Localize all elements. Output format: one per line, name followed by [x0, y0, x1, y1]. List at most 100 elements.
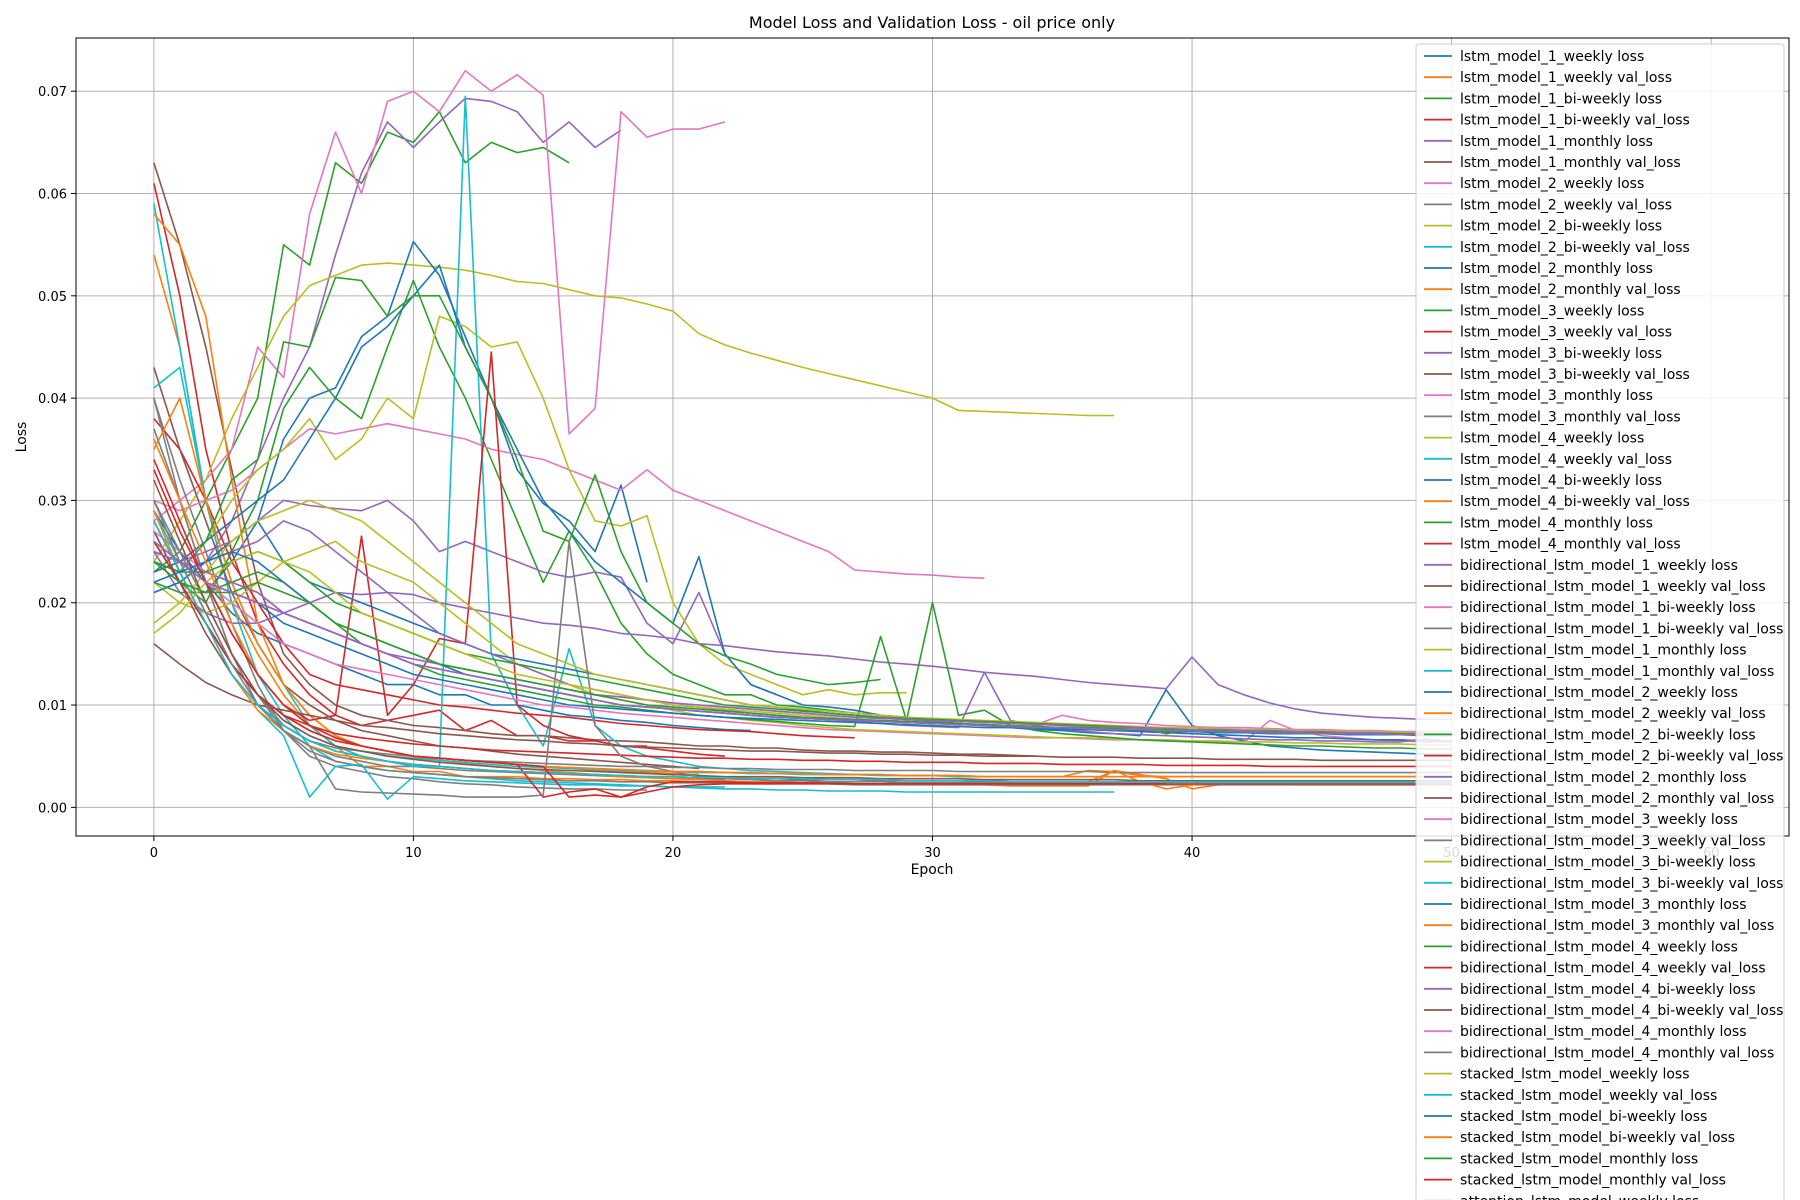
legend-entry: bidirectional_lstm_model_2_monthly loss [1460, 770, 1747, 786]
series-line [153, 279, 907, 719]
legend-entry: bidirectional_lstm_model_4_bi-weekly los… [1460, 982, 1756, 998]
legend-entry: stacked_lstm_model_weekly val_loss [1460, 1088, 1717, 1104]
y-tick-label: 0.00 [38, 801, 67, 816]
series-line [153, 520, 1452, 742]
series-line [153, 551, 1452, 721]
series-line [153, 276, 881, 686]
series-line [153, 479, 1452, 782]
series-line [153, 469, 1167, 798]
x-tick-label: 10 [405, 846, 422, 861]
legend-entry: bidirectional_lstm_model_1_bi-weekly val… [1460, 621, 1783, 637]
legend: lstm_model_1_weekly loss lstm_model_1_wee… [1415, 43, 1785, 1200]
x-tick-label: 0 [150, 846, 158, 861]
legend-entry: lstm_model_3_bi-weekly val_loss [1460, 367, 1690, 383]
legend-entry: lstm_model_2_weekly loss [1460, 176, 1644, 192]
legend-entry: bidirectional_lstm_model_4_weekly loss [1460, 939, 1738, 955]
series-line [153, 69, 726, 522]
legend-entry: bidirectional_lstm_model_4_monthly loss [1460, 1024, 1747, 1040]
y-tick-label: 0.01 [38, 699, 67, 714]
series-line [153, 550, 1452, 737]
series-line [153, 254, 725, 783]
legend-entry: lstm_model_4_monthly val_loss [1460, 537, 1681, 553]
series-line [153, 262, 1115, 563]
series-line [153, 367, 699, 770]
legend-entry: lstm_model_3_weekly loss [1460, 303, 1644, 319]
series-line [153, 520, 1452, 783]
legend-entry: lstm_model_4_weekly val_loss [1460, 452, 1672, 468]
series-line [153, 418, 855, 739]
legend-entry: lstm_model_2_bi-weekly loss [1460, 219, 1662, 235]
legend-entry: bidirectional_lstm_model_2_bi-weekly val… [1460, 749, 1783, 765]
plot-frame [75, 37, 1790, 837]
legend-entry: lstm_model_3_monthly val_loss [1460, 409, 1681, 425]
legend-entry: bidirectional_lstm_model_1_monthly loss [1460, 643, 1747, 659]
legend-entry: lstm_model_2_monthly val_loss [1460, 282, 1681, 298]
legend-entry: stacked_lstm_model_weekly loss [1460, 1067, 1690, 1083]
legend-entry: stacked_lstm_model_bi-weekly loss [1460, 1109, 1707, 1125]
series-line [153, 499, 1452, 734]
legend-entry: lstm_model_2_weekly val_loss [1460, 197, 1672, 213]
legend-entry: bidirectional_lstm_model_2_weekly val_lo… [1460, 706, 1766, 722]
legend-entry: bidirectional_lstm_model_4_monthly val_l… [1460, 1045, 1774, 1061]
legend-entry: attention_lstm_model_weekly loss [1460, 1194, 1699, 1200]
legend-entry: bidirectional_lstm_model_3_bi-weekly los… [1460, 855, 1756, 871]
y-tick-label: 0.07 [38, 85, 67, 100]
legend-entry: lstm_model_1_monthly val_loss [1460, 155, 1681, 171]
legend-entry: bidirectional_lstm_model_1_bi-weekly los… [1460, 600, 1756, 616]
series-line [153, 520, 1452, 768]
legend-entry: lstm_model_4_weekly loss [1460, 431, 1644, 447]
series-line [153, 643, 1452, 762]
legend-entry: lstm_model_1_weekly loss [1460, 49, 1644, 65]
series-line [153, 240, 648, 594]
legend-entry: bidirectional_lstm_model_1_weekly val_lo… [1460, 579, 1766, 595]
legend-box [1415, 43, 1785, 1200]
legend-entry: lstm_model_4_bi-weekly val_loss [1460, 494, 1690, 510]
y-tick-label: 0.02 [38, 597, 67, 612]
legend-entry: lstm_model_1_bi-weekly loss [1460, 91, 1662, 107]
legend-entry: bidirectional_lstm_model_3_monthly val_l… [1460, 918, 1774, 934]
series-line [153, 510, 751, 732]
legend-entry: bidirectional_lstm_model_2_monthly val_l… [1460, 791, 1774, 807]
series-line [153, 183, 647, 747]
legend-entry: bidirectional_lstm_model_2_weekly loss [1460, 685, 1738, 701]
series-line [153, 540, 1452, 736]
legend-entry: lstm_model_4_bi-weekly loss [1460, 473, 1662, 489]
y-tick-label: 0.03 [38, 494, 67, 509]
chart-title: Model Loss and Validation Loss - oil pri… [749, 13, 1115, 32]
legend-entry: lstm_model_1_monthly loss [1460, 134, 1653, 150]
legend-entry: bidirectional_lstm_model_4_weekly val_lo… [1460, 961, 1766, 977]
legend-entry: stacked_lstm_model_monthly loss [1460, 1151, 1698, 1167]
legend-entry: bidirectional_lstm_model_4_bi-weekly val… [1460, 1003, 1783, 1019]
y-axis-label: Loss [14, 422, 30, 453]
x-tick-label: 20 [665, 846, 682, 861]
legend-entry: lstm_model_3_bi-weekly loss [1460, 346, 1662, 362]
legend-entry: lstm_model_3_weekly val_loss [1460, 325, 1672, 341]
x-tick-label: 40 [1184, 846, 1201, 861]
series-line [153, 540, 1452, 746]
legend-entry: stacked_lstm_model_bi-weekly val_loss [1460, 1130, 1735, 1146]
legend-entry: bidirectional_lstm_model_2_bi-weekly los… [1460, 727, 1756, 743]
legend-entry: lstm_model_2_bi-weekly val_loss [1460, 240, 1690, 256]
legend-entry: bidirectional_lstm_model_1_weekly loss [1460, 558, 1738, 574]
series-line [153, 162, 1037, 757]
y-tick-label: 0.05 [38, 290, 67, 305]
legend-entry: bidirectional_lstm_model_1_monthly val_l… [1460, 664, 1774, 680]
x-tick-label: 30 [924, 846, 941, 861]
legend-entry: lstm_model_4_monthly loss [1460, 515, 1653, 531]
legend-entry: lstm_model_2_monthly loss [1460, 261, 1653, 277]
series-line [153, 110, 570, 573]
legend-entry: lstm_model_1_weekly val_loss [1460, 70, 1672, 86]
series-lines [153, 69, 1452, 801]
legend-entry: lstm_model_3_monthly loss [1460, 388, 1653, 404]
y-tick-label: 0.04 [38, 392, 67, 407]
legend-entry: bidirectional_lstm_model_3_weekly val_lo… [1460, 833, 1766, 849]
legend-entry: bidirectional_lstm_model_3_monthly loss [1460, 897, 1747, 913]
legend-entry: bidirectional_lstm_model_3_weekly loss [1460, 812, 1738, 828]
series-line [153, 500, 1452, 798]
legend-entry: lstm_model_1_bi-weekly val_loss [1460, 113, 1690, 129]
y-tick-label: 0.06 [38, 188, 67, 203]
x-axis-label: Epoch [911, 862, 954, 878]
series-line [153, 315, 907, 696]
legend-entry: bidirectional_lstm_model_3_bi-weekly val… [1460, 876, 1783, 892]
